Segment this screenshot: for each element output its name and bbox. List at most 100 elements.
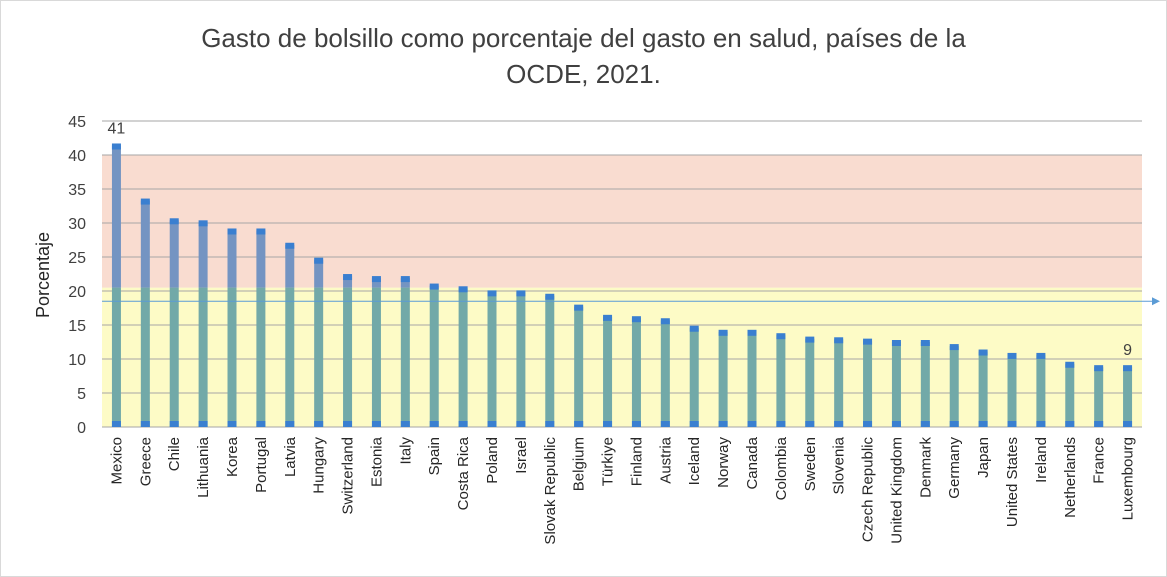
bar bbox=[805, 336, 815, 427]
bar bbox=[660, 318, 670, 427]
bar bbox=[891, 340, 901, 427]
chart-title-line-1: Gasto de bolsillo como porcentaje del ga… bbox=[201, 23, 966, 53]
bar-top-marker bbox=[458, 286, 468, 293]
bar-top-marker bbox=[371, 276, 381, 283]
bar-segment-lower bbox=[487, 292, 497, 427]
bar bbox=[1094, 365, 1104, 427]
bar-top-marker bbox=[834, 337, 844, 344]
bar-top-marker bbox=[689, 325, 699, 332]
bar bbox=[1036, 352, 1046, 427]
bar-segment-upper bbox=[400, 278, 410, 288]
bar-base-marker bbox=[516, 421, 526, 427]
bars bbox=[111, 143, 1133, 427]
bar bbox=[920, 340, 930, 427]
bar bbox=[863, 338, 873, 427]
bar-top-marker bbox=[718, 329, 728, 336]
bar bbox=[1123, 365, 1133, 427]
y-tick-label: 5 bbox=[77, 386, 86, 403]
reference-line-arrow bbox=[1152, 297, 1160, 306]
bar-top-marker bbox=[169, 218, 179, 225]
x-category-label: Japan bbox=[975, 437, 992, 478]
bar-base-marker bbox=[920, 421, 930, 427]
bar-segment-lower bbox=[516, 292, 526, 427]
bar bbox=[1065, 361, 1075, 427]
bar-segment-upper bbox=[198, 222, 208, 288]
bar-segment-lower bbox=[1094, 367, 1104, 427]
bar-top-marker bbox=[227, 228, 237, 235]
x-category-label: Hungary bbox=[311, 437, 328, 494]
bar-segment-lower bbox=[1065, 363, 1075, 427]
bar-top-marker bbox=[343, 274, 353, 281]
bar-segment-lower bbox=[227, 287, 237, 427]
bar-base-marker bbox=[487, 421, 497, 427]
bar-base-marker bbox=[718, 421, 728, 427]
x-category-label: Austria bbox=[657, 436, 674, 483]
chart-title: Gasto de bolsillo como porcentaje del ga… bbox=[0, 20, 1167, 92]
bar bbox=[689, 325, 699, 427]
bar-base-marker bbox=[169, 421, 179, 427]
bar-top-marker bbox=[949, 344, 959, 351]
bar-top-marker bbox=[978, 349, 988, 356]
x-category-label: Czech Republic bbox=[860, 437, 877, 543]
bar-segment-lower bbox=[1123, 367, 1133, 427]
x-category-label: Costa Rica bbox=[455, 436, 472, 510]
x-category-label: Türkiye bbox=[600, 437, 617, 486]
bar-segment-lower bbox=[631, 318, 641, 427]
bar-base-marker bbox=[140, 421, 150, 427]
bar-top-marker bbox=[1036, 352, 1046, 359]
bar-base-marker bbox=[574, 421, 584, 427]
bar-top-marker bbox=[1094, 365, 1104, 372]
x-category-label: Germany bbox=[946, 437, 963, 499]
x-category-label: Spain bbox=[426, 437, 443, 475]
bar bbox=[429, 283, 439, 427]
bar-top-marker bbox=[1065, 361, 1075, 368]
bar bbox=[111, 143, 121, 427]
x-category-label: Ireland bbox=[1033, 437, 1050, 483]
x-category-label: Denmark bbox=[917, 437, 934, 498]
x-category-label: Norway bbox=[715, 437, 732, 488]
bar-segment-upper bbox=[314, 259, 324, 288]
bar bbox=[198, 220, 208, 427]
bar-top-marker bbox=[516, 290, 526, 297]
bar bbox=[545, 293, 555, 427]
bar-base-marker bbox=[343, 421, 353, 427]
bar-top-marker bbox=[776, 333, 786, 340]
x-category-label: Sweden bbox=[802, 437, 819, 491]
y-axis-label: Porcentaje bbox=[33, 232, 53, 318]
x-category-label: Chile bbox=[166, 437, 183, 471]
bar bbox=[603, 314, 613, 427]
x-category-label: France bbox=[1091, 437, 1108, 484]
bar-base-marker bbox=[458, 421, 468, 427]
bar-base-marker bbox=[689, 421, 699, 427]
bar-segment-upper bbox=[371, 278, 381, 288]
bar-top-marker bbox=[660, 318, 670, 325]
bar-segment-lower bbox=[458, 288, 468, 427]
y-tick-label: 45 bbox=[68, 114, 86, 131]
y-tick-label: 35 bbox=[68, 182, 86, 199]
bar-segment-lower bbox=[343, 287, 353, 427]
bar bbox=[776, 333, 786, 427]
x-category-label: Netherlands bbox=[1062, 437, 1079, 518]
x-category-label: Canada bbox=[744, 436, 761, 489]
bar bbox=[949, 344, 959, 427]
y-tick-label: 15 bbox=[68, 318, 86, 335]
bar-segment-lower bbox=[371, 287, 381, 427]
bar-segment-lower bbox=[545, 295, 555, 427]
bar-base-marker bbox=[1036, 421, 1046, 427]
bar-segment-upper bbox=[111, 145, 121, 288]
y-tick-label: 25 bbox=[68, 250, 86, 267]
bar bbox=[400, 276, 410, 427]
bar-base-marker bbox=[834, 421, 844, 427]
x-category-label: Italy bbox=[397, 437, 414, 465]
bar-top-marker bbox=[545, 293, 555, 300]
bar-base-marker bbox=[978, 421, 988, 427]
bar-base-marker bbox=[256, 421, 266, 427]
bar-base-marker bbox=[285, 421, 295, 427]
y-tick-label: 0 bbox=[77, 420, 86, 437]
bar-segment-lower bbox=[429, 287, 439, 427]
y-tick-label: 10 bbox=[68, 352, 86, 369]
bar-segment-lower bbox=[198, 287, 208, 427]
bar-segment-lower bbox=[111, 287, 121, 427]
x-category-label: Latvia bbox=[282, 436, 299, 477]
bar bbox=[256, 228, 266, 427]
